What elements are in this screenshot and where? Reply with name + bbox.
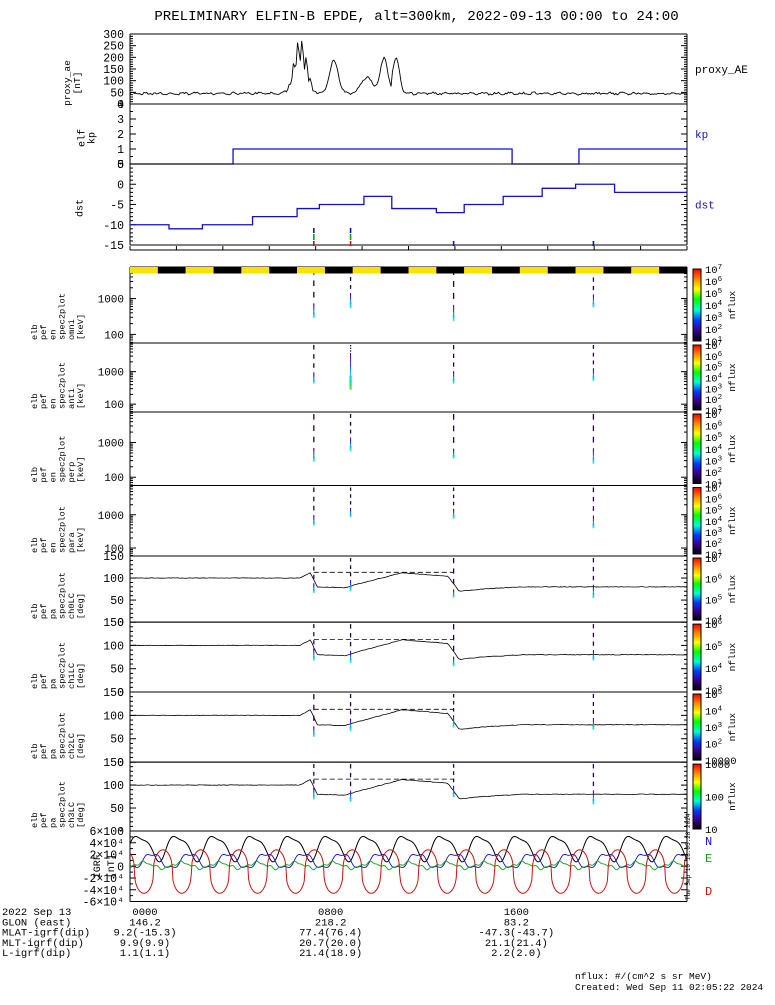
svg-text:250: 250 — [103, 41, 124, 54]
svg-text:150: 150 — [103, 64, 124, 77]
svg-text:Tue Sep 10 18:05:28 2024: Tue Sep 10 18:05:28 2024 — [685, 813, 692, 900]
svg-text:dst: dst — [695, 201, 715, 213]
svg-text:50: 50 — [110, 803, 124, 816]
svg-text:0: 0 — [117, 179, 124, 192]
svg-text:nflux: nflux — [727, 713, 738, 742]
svg-text:100: 100 — [103, 640, 124, 653]
svg-text:kp: kp — [87, 132, 99, 144]
svg-text:150: 150 — [103, 617, 124, 630]
svg-text:-10: -10 — [103, 220, 124, 233]
svg-text:proxy_AE: proxy_AE — [695, 65, 748, 77]
svg-text:[deg]: [deg] — [76, 663, 86, 689]
svg-text:300: 300 — [103, 29, 124, 42]
svg-text:1000: 1000 — [98, 368, 124, 380]
svg-text:[keV]: [keV] — [76, 456, 86, 482]
svg-text:[deg]: [deg] — [76, 593, 86, 619]
svg-text:4: 4 — [117, 99, 124, 112]
svg-text:150: 150 — [103, 757, 124, 770]
svg-text:nflux: nflux — [727, 290, 738, 319]
svg-text:100: 100 — [104, 330, 124, 342]
svg-text:100: 100 — [103, 573, 124, 586]
svg-text:IGRF: IGRF — [93, 854, 104, 878]
svg-text:Created: Wed Sep 11 02:05:22 2: Created: Wed Sep 11 02:05:22 2024 — [575, 982, 763, 993]
svg-text:nflux: nflux — [727, 643, 738, 672]
svg-text:1000: 1000 — [705, 760, 730, 772]
svg-text:kp: kp — [695, 130, 708, 142]
svg-text:elf: elf — [77, 129, 89, 147]
svg-text:1: 1 — [117, 144, 124, 157]
svg-text:3: 3 — [117, 114, 124, 127]
svg-text:100: 100 — [705, 793, 724, 805]
svg-text:100: 100 — [104, 400, 124, 412]
svg-text:[deg]: [deg] — [76, 733, 86, 759]
svg-text:1.1(1.1): 1.1(1.1) — [120, 948, 170, 960]
svg-text:E: E — [705, 852, 712, 866]
svg-text:50: 50 — [110, 734, 124, 747]
svg-text:1000: 1000 — [98, 511, 124, 523]
svg-text:[nT]: [nT] — [106, 854, 118, 878]
svg-text:[keV]: [keV] — [76, 527, 86, 553]
svg-text:dst: dst — [74, 199, 86, 217]
svg-text:-6×10⁴: -6×10⁴ — [83, 897, 124, 910]
svg-text:[nT]: [nT] — [72, 72, 83, 95]
svg-text:2.2(2.0): 2.2(2.0) — [491, 948, 541, 960]
svg-text:5: 5 — [117, 159, 124, 172]
svg-text:100: 100 — [103, 780, 124, 793]
svg-text:150: 150 — [103, 551, 124, 564]
svg-text:-15: -15 — [103, 240, 124, 253]
svg-text:[keV]: [keV] — [76, 383, 86, 409]
svg-text:21.4(18.9): 21.4(18.9) — [299, 948, 362, 960]
svg-text:nflux: nflux — [727, 575, 738, 604]
svg-text:D: D — [705, 885, 712, 899]
svg-text:nflux: nflux — [727, 782, 738, 811]
svg-text:50: 50 — [110, 595, 124, 608]
svg-text:1000: 1000 — [98, 295, 124, 307]
svg-text:nflux: nflux — [727, 506, 738, 535]
svg-text:nflux: #/(cm^2 s sr MeV): nflux: #/(cm^2 s sr MeV) — [575, 971, 712, 982]
svg-text:N: N — [705, 835, 712, 849]
svg-text:PRELIMINARY ELFIN-B EPDE, alt=: PRELIMINARY ELFIN-B EPDE, alt=300km, 202… — [154, 9, 678, 25]
svg-text:2: 2 — [117, 129, 124, 142]
svg-text:100: 100 — [103, 76, 124, 89]
svg-text:nflux: nflux — [727, 363, 738, 392]
svg-text:-5: -5 — [110, 200, 124, 213]
svg-text:[keV]: [keV] — [76, 314, 86, 340]
svg-text:nflux: nflux — [727, 434, 738, 463]
svg-text:200: 200 — [103, 52, 124, 65]
svg-text:[deg]: [deg] — [76, 802, 86, 828]
svg-text:100: 100 — [104, 473, 124, 485]
svg-text:150: 150 — [103, 687, 124, 700]
svg-text:50: 50 — [110, 664, 124, 677]
svg-text:100: 100 — [103, 710, 124, 723]
svg-text:1000: 1000 — [98, 439, 124, 451]
svg-text:L-igrf(dip): L-igrf(dip) — [2, 948, 71, 960]
